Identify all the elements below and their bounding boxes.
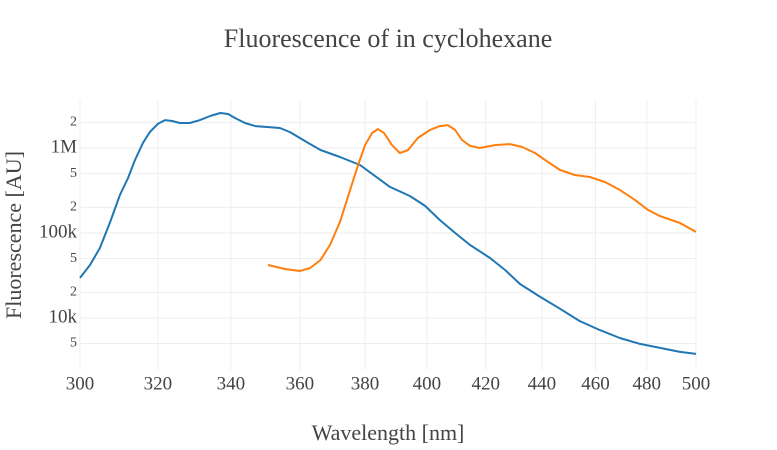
y-tick-label: 1M	[51, 136, 78, 157]
y-tick-label: 5	[70, 251, 77, 266]
x-axis-label: Wavelength [nm]	[312, 420, 465, 445]
y-tick-label: 2	[70, 115, 77, 130]
x-tick-label: 380	[351, 373, 380, 394]
x-tick-label: 400	[413, 373, 442, 394]
y-tick-label: 5	[70, 336, 77, 351]
y-tick-label: 5	[70, 166, 77, 181]
y-tick-label: 2	[70, 285, 77, 300]
y-tick-label: 2	[70, 200, 77, 215]
x-tick-label: 320	[144, 373, 173, 394]
y-axis-label: Fluorescence [AU]	[1, 151, 26, 319]
x-tick-label: 460	[581, 373, 610, 394]
x-tick-label: 480	[633, 373, 662, 394]
data-line	[79, 112, 697, 355]
y-tick-label: 10k	[49, 306, 78, 327]
x-tick-label: 420	[471, 373, 500, 394]
x-tick-label: 340	[217, 373, 246, 394]
x-tick-label: 300	[66, 373, 95, 394]
x-tick-label: 500	[682, 373, 711, 394]
data-line	[267, 124, 697, 272]
y-tick-label: 100k	[39, 221, 78, 242]
chart-title: Fluorescence of in cyclohexane	[224, 24, 552, 53]
x-tick-label: 360	[286, 373, 315, 394]
x-tick-label: 440	[528, 373, 557, 394]
